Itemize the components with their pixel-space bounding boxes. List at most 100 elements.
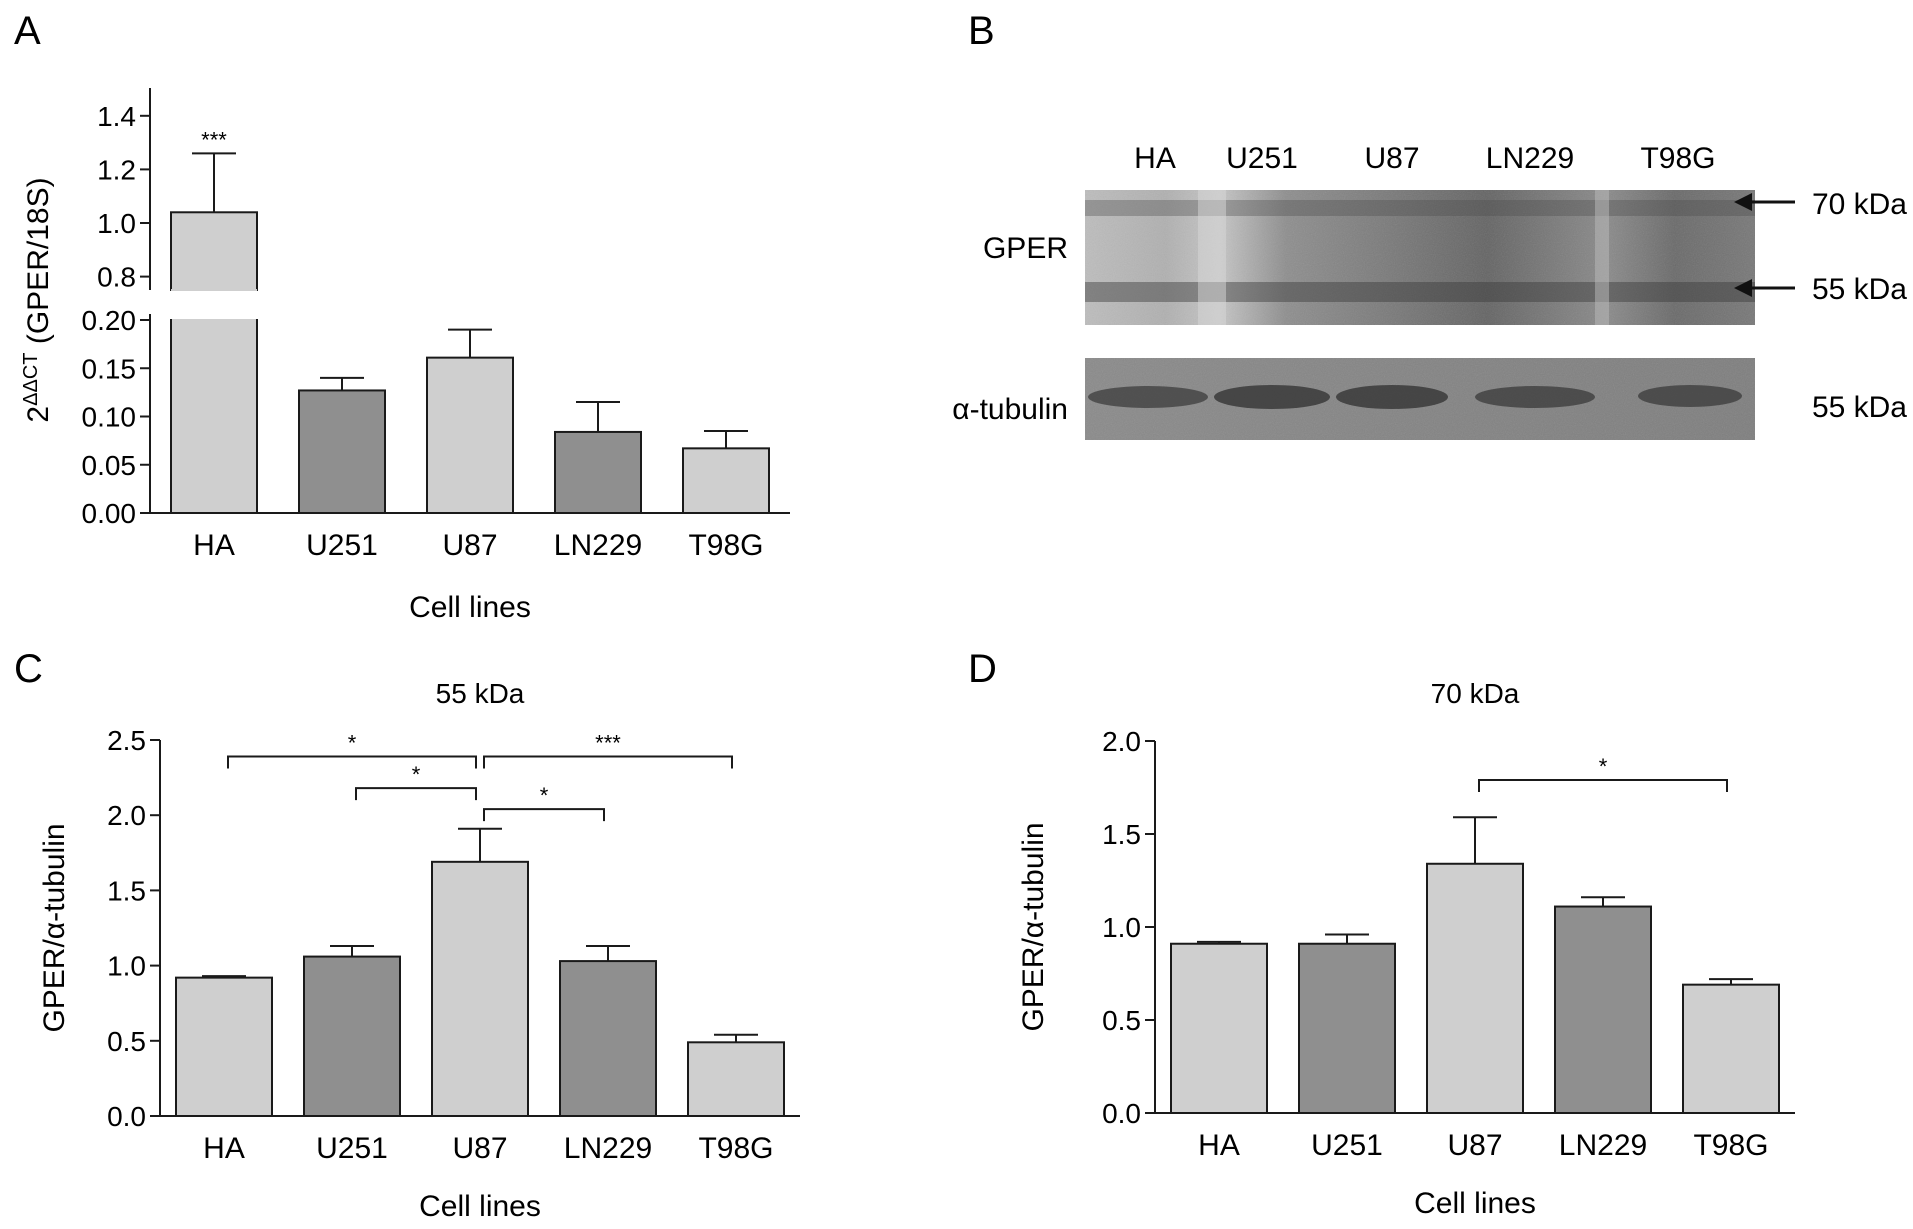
- gper-lane-gap: [1595, 190, 1609, 325]
- x-tick-label-ln229: LN229: [554, 529, 642, 562]
- x-tick-label-u251: U251: [306, 529, 378, 562]
- tubulin-bands: [1088, 385, 1742, 409]
- chart-d: 0.0 0.5 1.0 1.5 2.0 HA U251 U87 LN229 T98G * 70 kDa…: [1017, 678, 1795, 1220]
- bar-u251: [298, 389, 386, 515]
- western-blot: HA U251 U87 LN229 T98G GPER α-tubulin: [952, 142, 1907, 440]
- bar-ha: [170, 211, 258, 514]
- bar-ln229: [559, 960, 657, 1118]
- bar-u87: [426, 356, 514, 515]
- panel-letter-b: B: [968, 9, 995, 53]
- y-tick-label: 1.2: [97, 154, 136, 185]
- bar-ha: [175, 976, 273, 1118]
- significance-bracket: [1478, 779, 1728, 793]
- y-tick-label: 0.10: [82, 402, 137, 433]
- blot-lane-label-ha: HA: [1134, 142, 1176, 175]
- axis-break-gap: [170, 291, 258, 319]
- y-tick-label: 0.8: [97, 262, 136, 293]
- blot-lane-label-u87: U87: [1364, 142, 1419, 175]
- bar-u87: [1426, 862, 1524, 1115]
- y-tick-label: 0.05: [82, 450, 137, 481]
- tubulin-band: [1088, 386, 1208, 408]
- y-tick-label: 0.20: [82, 305, 137, 336]
- significance-marker: *: [540, 783, 549, 808]
- y-tick-label: 0.15: [82, 353, 137, 384]
- x-tick-label-ha: HA: [1198, 1129, 1240, 1162]
- tubulin-band: [1638, 385, 1742, 407]
- y-tick-label: 0.5: [107, 1026, 146, 1057]
- x-tick-label-t98g: T98G: [698, 1132, 773, 1165]
- bar-u251: [303, 955, 401, 1117]
- y-tick-label: 1.5: [1102, 819, 1141, 850]
- x-tick-label-t98g: T98G: [688, 529, 763, 562]
- significance-marker: *: [412, 762, 421, 787]
- bar-ha: [1170, 942, 1268, 1114]
- significance-marker: *: [1599, 754, 1608, 779]
- x-tick-label-u87: U87: [452, 1132, 507, 1165]
- y-tick-label: 1.0: [97, 208, 136, 239]
- bar-u87: [431, 860, 529, 1117]
- tubulin-band: [1214, 385, 1330, 409]
- significance-bracket: [355, 787, 477, 801]
- panel-letter-c: C: [14, 647, 43, 691]
- blot-row-label-gper: GPER: [983, 232, 1068, 265]
- x-tick-label-ln229: LN229: [564, 1132, 652, 1165]
- y-tick-label: 0.00: [82, 498, 137, 529]
- y-tick-label: 1.0: [1102, 912, 1141, 943]
- blot-lane-label-ln229: LN229: [1486, 142, 1574, 175]
- marker-tubulin-55kda-label: 55 kDa: [1812, 391, 1907, 424]
- blot-lane-label-t98g: T98G: [1640, 142, 1715, 175]
- gper-membrane-texture: [1085, 190, 1755, 325]
- significance-marker: ***: [595, 731, 621, 756]
- y-tick-label: 2.5: [107, 725, 146, 756]
- tubulin-band: [1336, 385, 1448, 409]
- gper-lane-gap: [1198, 190, 1226, 325]
- x-tick-label-t98g: T98G: [1693, 1129, 1768, 1162]
- arrow-55kda: [1734, 279, 1795, 297]
- y-tick-label: 2.0: [1102, 726, 1141, 757]
- significance-bracket: [483, 755, 733, 769]
- chart-a: 0.00 0.05 0.10 0.15 0.20 0.8 1.0 1.2 1.4 HA U251 U8…: [20, 88, 790, 624]
- blot-row-label-tubulin: α-tubulin: [952, 393, 1068, 426]
- x-tick-label-ha: HA: [203, 1132, 245, 1165]
- tubulin-band: [1475, 386, 1595, 408]
- chart-title: 70 kDa: [1431, 678, 1520, 709]
- y-tick-label: 0.0: [1102, 1098, 1141, 1129]
- marker-70kda-label: 70 kDa: [1812, 188, 1907, 221]
- y-tick-label: 2.0: [107, 800, 146, 831]
- bar-ln229: [554, 430, 642, 514]
- significance-marker: ***: [201, 127, 227, 152]
- y-tick-label: 1.5: [107, 875, 146, 906]
- bar-u251: [1298, 942, 1396, 1114]
- arrow-70kda: [1734, 193, 1795, 211]
- y-axis-label: GPER/α-tubulin: [1017, 822, 1050, 1031]
- chart-title: 55 kDa: [436, 678, 525, 709]
- x-axis-label: Cell lines: [1414, 1187, 1536, 1220]
- x-tick-label-u87: U87: [1447, 1129, 1502, 1162]
- y-tick-label: 1.4: [97, 101, 136, 132]
- x-tick-label-u251: U251: [316, 1132, 388, 1165]
- significance-bracket: [227, 755, 477, 769]
- gper-band-55kda: [1085, 282, 1755, 302]
- blot-lane-label-u251: U251: [1226, 142, 1298, 175]
- x-tick-label-u251: U251: [1311, 1129, 1383, 1162]
- bar-t98g: [687, 1041, 785, 1117]
- y-tick-label: 1.0: [107, 951, 146, 982]
- chart-c: 0.00.51.01.52.02.5HA U251 U87 LN229 T98G* ***…: [38, 678, 800, 1223]
- y-tick-label: 0.0: [107, 1101, 146, 1132]
- significance-marker: *: [348, 731, 357, 756]
- bar-ln229: [1554, 905, 1652, 1114]
- x-tick-label-ln229: LN229: [1559, 1129, 1647, 1162]
- gper-band-70kda: [1085, 200, 1755, 216]
- x-axis-label: Cell lines: [409, 591, 531, 624]
- y-axis-label: 2ΔΔCT (GPER/18S): [20, 177, 55, 422]
- panel-letter-d: D: [968, 647, 997, 691]
- bar-t98g: [1682, 983, 1780, 1114]
- x-tick-label-ha: HA: [193, 529, 235, 562]
- significance-bracket: [483, 808, 605, 822]
- bar-t98g: [682, 447, 770, 514]
- panel-letter-a: A: [14, 9, 41, 53]
- marker-55kda-label: 55 kDa: [1812, 273, 1907, 306]
- x-tick-label-u87: U87: [442, 529, 497, 562]
- x-axis-label: Cell lines: [419, 1190, 541, 1223]
